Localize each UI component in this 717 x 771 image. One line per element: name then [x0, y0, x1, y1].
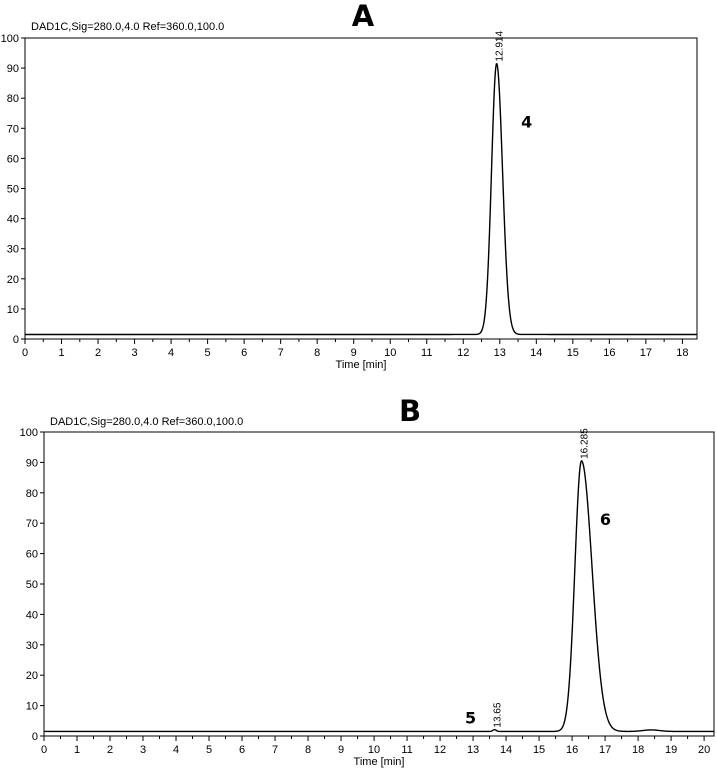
panel-a-y-tick-label: 100 — [1, 33, 19, 45]
panel-a-x-tick-label: 1 — [58, 347, 64, 359]
panel-b-y-tick-label: 90 — [26, 457, 38, 469]
panel-a-x-tick-label: 2 — [95, 347, 101, 359]
panel-a-plot-frame — [24, 37, 698, 340]
panel-a-x-tick-label: 9 — [351, 347, 357, 359]
panel-b-y-tick-label: 70 — [26, 518, 38, 530]
panel-a-y-tick-label: 10 — [7, 304, 19, 316]
panel-a-y-tick-label: 40 — [7, 214, 19, 226]
panel-b-x-tick-label: 19 — [665, 744, 677, 756]
panel-b-y-tick-label: 10 — [26, 701, 38, 713]
panel-a-y-tick-label: 90 — [7, 63, 19, 75]
panel-b-y-tick-label: 100 — [20, 427, 38, 439]
panel-a-x-tick-label: 16 — [603, 347, 615, 359]
panel-b-letter: B — [399, 394, 421, 428]
panel-b-y-tick-label: 50 — [26, 579, 38, 591]
panel-b-y-tick-label: 60 — [26, 549, 38, 561]
panel-a-y-tick-label: 20 — [7, 274, 19, 286]
panel-b-x-tick-label: 10 — [368, 744, 380, 756]
panel-a-x-tick-label: 11 — [421, 347, 432, 359]
panel-b-x-tick-label: 3 — [140, 744, 146, 756]
panel-a-y-tick-label: 80 — [7, 93, 19, 105]
panel-b-x-tick-label: 6 — [239, 744, 245, 756]
panel-a-y-tick-label: 0 — [13, 334, 19, 346]
panel-b-x-tick-label: 12 — [434, 744, 446, 756]
panel-a-header: DAD1C,Sig=280.0,4.0 Ref=360.0,100.0 — [31, 21, 224, 33]
panel-b-x-tick-label: 17 — [599, 744, 611, 756]
panel-a-y-tick-label: 70 — [7, 123, 19, 135]
panel-a-x-tick-label: 10 — [384, 347, 396, 359]
panel-a-x-tick-label: 18 — [676, 347, 688, 359]
panel-a-x-tick-label: 5 — [205, 347, 211, 359]
panel-b-x-tick-label: 2 — [107, 744, 113, 756]
panel-b-x-axis-title: Time [min] — [354, 756, 405, 768]
panel-b-x-tick-label: 8 — [305, 744, 311, 756]
panel-b-compound-label: 6 — [600, 510, 611, 529]
panel-a-signal-trace — [25, 62, 697, 336]
panel-a-peak-rt-label: 12.914 — [495, 31, 506, 62]
panel-b-y-tick-label: 80 — [26, 488, 38, 500]
panel-b-peak-rt-label: 16.285 — [579, 428, 590, 459]
panel-a-x-tick-label: 0 — [22, 347, 28, 359]
panel-b-x-tick-label: 14 — [500, 744, 512, 756]
panel-a-x-tick-label: 14 — [530, 347, 542, 359]
panel-a-x-axis-title: Time [min] — [336, 359, 387, 371]
panel-b-x-tick-label: 13 — [467, 744, 479, 756]
panel-b-x-tick-label: 11 — [401, 744, 412, 756]
panel-a-y-tick-label: 50 — [7, 184, 19, 196]
panel-b-signal-trace — [44, 459, 714, 733]
panel-a-x-tick-label: 6 — [241, 347, 247, 359]
panel-b-x-tick-label: 16 — [566, 744, 578, 756]
panel-a-x-tick-label: 8 — [314, 347, 320, 359]
panel-a-x-tick-label: 3 — [132, 347, 138, 359]
panel-b-x-tick-label: 20 — [698, 744, 710, 756]
panel-b-y-tick-label: 40 — [26, 609, 38, 621]
panel-b-y-tick-label: 0 — [32, 731, 38, 743]
panel-a-x-tick-label: 17 — [640, 347, 652, 359]
panel-a-compound-label: 4 — [521, 113, 532, 132]
panel-a-letter: A — [352, 0, 375, 33]
panel-b-x-tick-label: 9 — [338, 744, 344, 756]
panel-b-x-tick-label: 5 — [206, 744, 212, 756]
panel-a-x-tick-label: 7 — [278, 347, 284, 359]
panel-b-plot-frame — [43, 431, 715, 737]
panel-b-x-tick-label: 0 — [41, 744, 47, 756]
panel-b-x-tick-label: 1 — [74, 744, 80, 756]
panel-a-x-tick-label: 4 — [168, 347, 174, 359]
panel-b-compound-label: 5 — [465, 709, 476, 728]
panel-a-y-tick-label: 60 — [7, 153, 19, 165]
panel-b-y-tick-label: 20 — [26, 670, 38, 682]
panel-b-y-tick-label: 30 — [26, 640, 38, 652]
panel-a-x-tick-label: 15 — [567, 347, 579, 359]
panel-b-x-tick-label: 18 — [632, 744, 644, 756]
panel-b-x-tick-label: 15 — [533, 744, 545, 756]
panel-a-x-tick-label: 13 — [494, 347, 506, 359]
panel-b-x-tick-label: 7 — [272, 744, 278, 756]
panel-b-peak-rt-label: 13.65 — [493, 702, 504, 727]
panel-a-x-tick-label: 12 — [457, 347, 469, 359]
panel-b-x-tick-label: 4 — [173, 744, 179, 756]
panel-a-y-tick-label: 30 — [7, 244, 19, 256]
panel-b-header: DAD1C,Sig=280.0,4.0 Ref=360.0,100.0 — [50, 416, 243, 428]
